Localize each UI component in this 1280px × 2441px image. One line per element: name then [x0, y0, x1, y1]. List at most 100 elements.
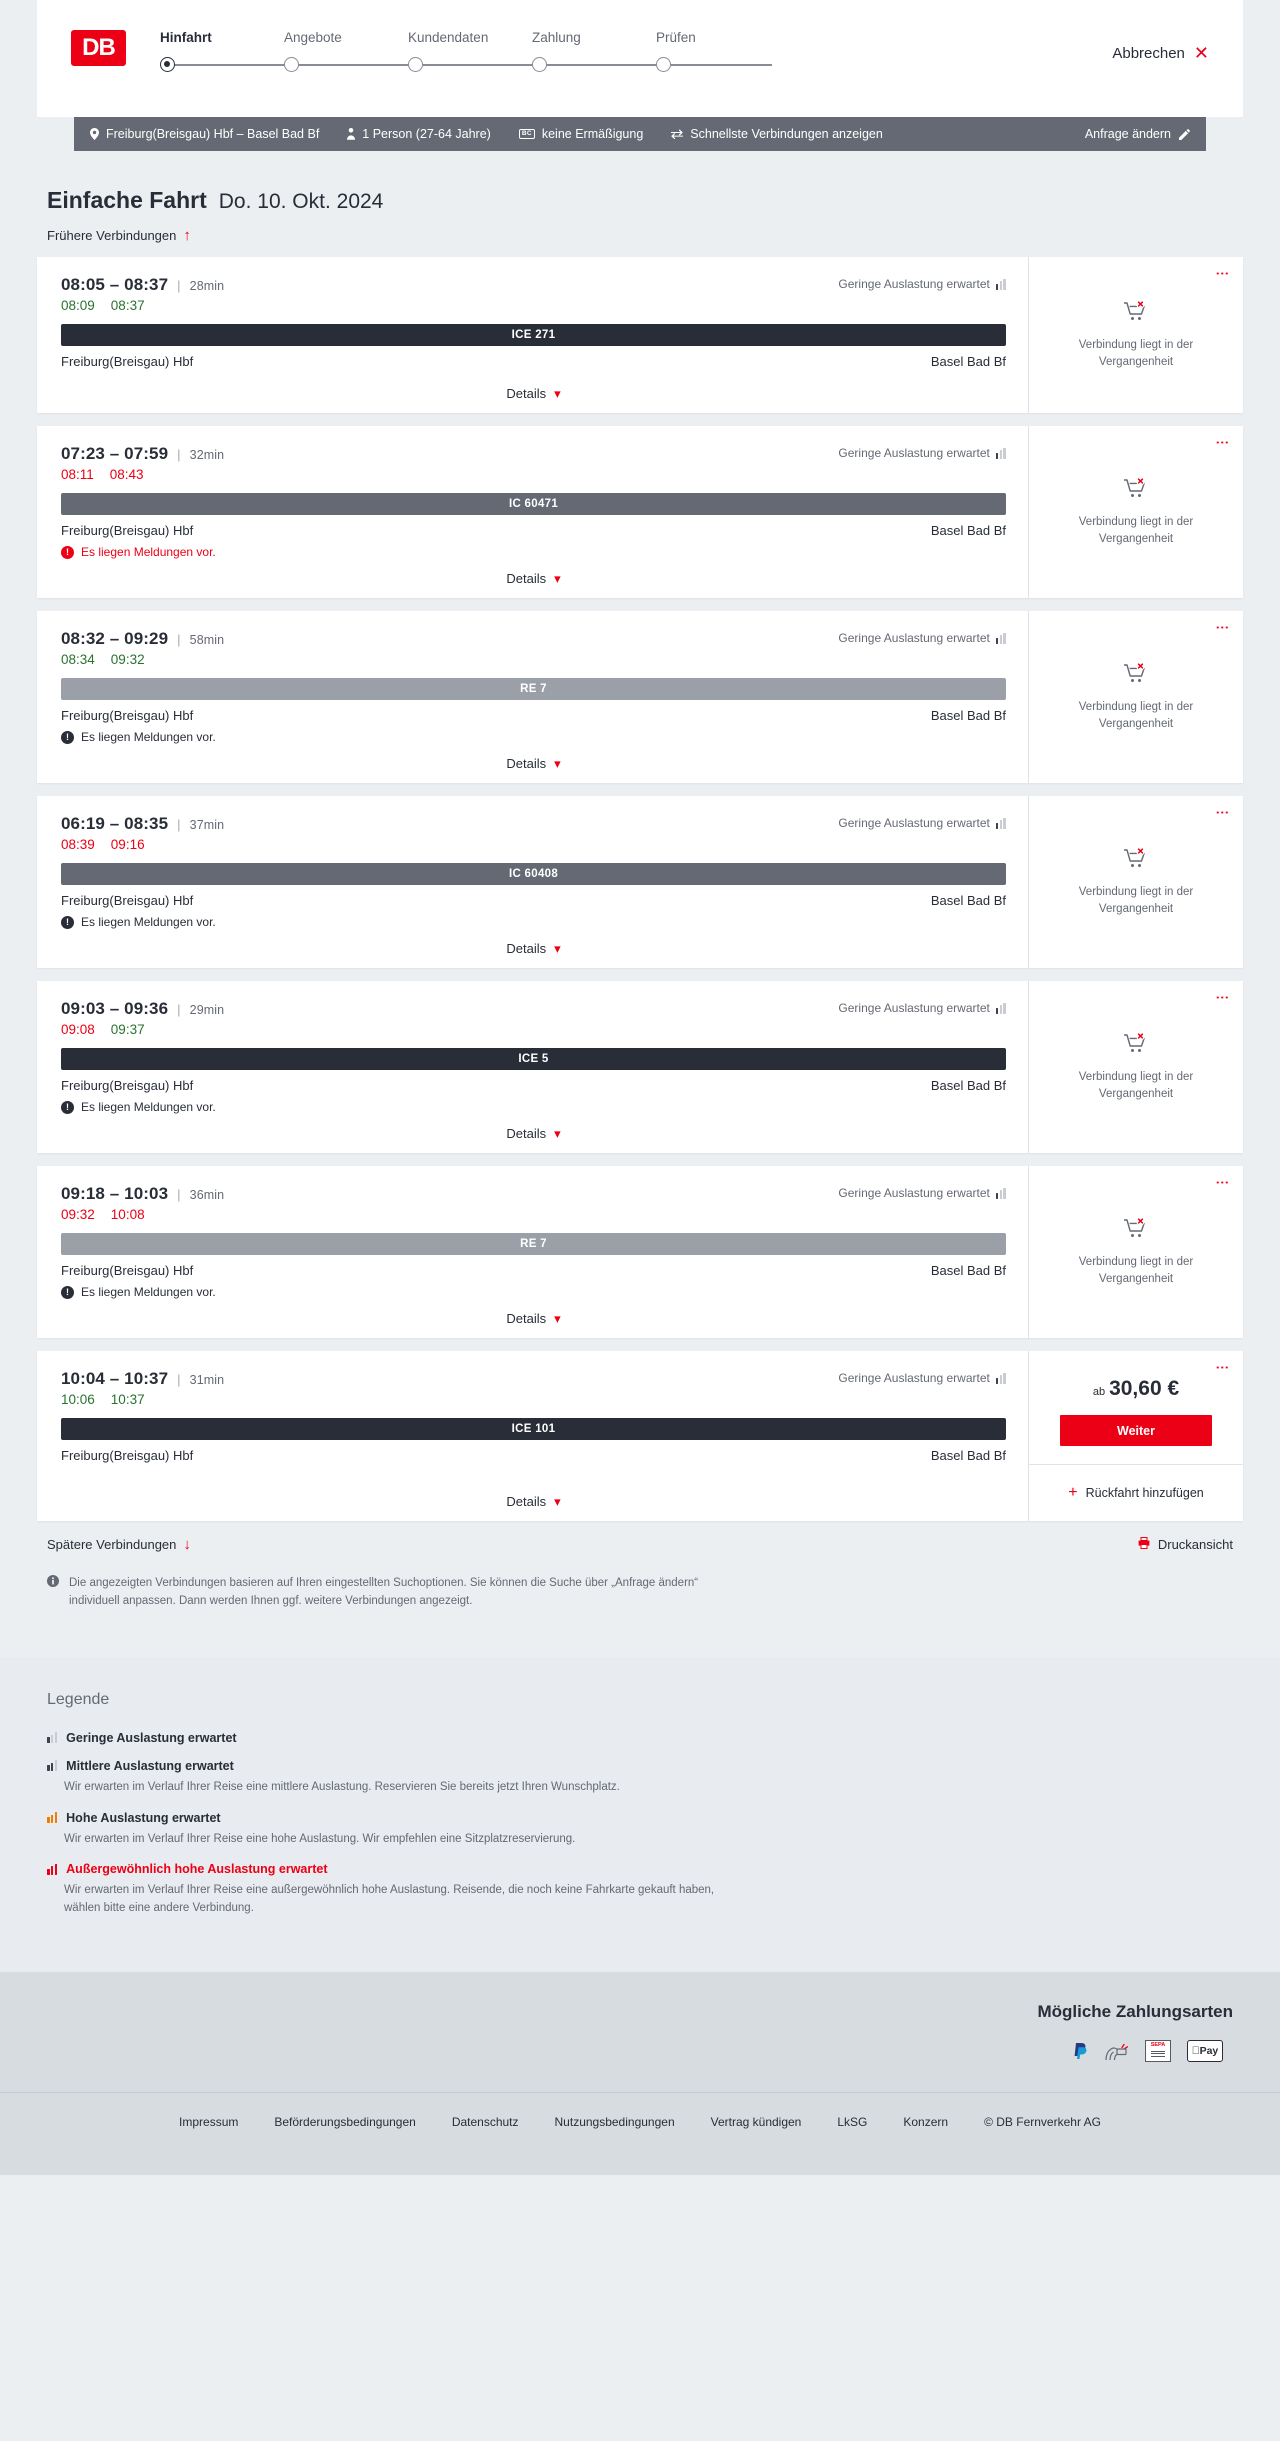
- step-label-angebote[interactable]: Angebote: [284, 30, 342, 45]
- step-dot-kundendaten[interactable]: [408, 57, 423, 72]
- connection-card[interactable]: 08:32 – 09:29 | 58min 08:34 09:32 Geringe Aus…: [37, 611, 1243, 783]
- add-return-trip-label: Rückfahrt hinzufügen: [1085, 1486, 1204, 1500]
- step-label-hinfahrt[interactable]: Hinfahrt: [160, 30, 212, 45]
- connection-card[interactable]: 10:04 – 10:37 | 31min 10:06 10:37 Geringe Aus…: [37, 1351, 1243, 1521]
- cancel-button[interactable]: Abbrechen ✕: [1112, 44, 1209, 62]
- actual-departure-time: 10:06: [61, 1392, 95, 1407]
- connection-message[interactable]: ! Es liegen Meldungen vor.: [61, 730, 1006, 744]
- utilization-bars-icon: [47, 1732, 58, 1744]
- time-separator: |: [177, 632, 181, 647]
- footer-link[interactable]: Beförderungsbedingungen: [274, 2115, 416, 2130]
- connection-card[interactable]: 07:23 – 07:59 | 32min 08:11 08:43 Geringe Aus…: [37, 426, 1243, 598]
- duration-value: 37min: [189, 818, 225, 832]
- utilization-indicator: Geringe Auslastung erwartet: [838, 444, 1006, 460]
- origin-station: Freiburg(Breisgau) Hbf: [61, 893, 194, 908]
- edit-search-button[interactable]: Anfrage ändern: [1085, 127, 1190, 141]
- scheduled-time: 08:05 – 08:37 | 28min: [61, 275, 224, 295]
- scheduled-time-value: 09:03 – 09:36: [61, 999, 169, 1018]
- step-dot-pruefen[interactable]: [656, 57, 671, 72]
- connection-status-panel: ⋮ Verbindung liegt in der Vergangenheit: [1028, 1166, 1243, 1338]
- connection-times: 06:19 – 08:35 | 37min 08:39 09:16: [61, 814, 224, 852]
- legend-item-head: Mittlere Auslastung erwartet: [47, 1759, 1233, 1773]
- legend-item-label: Geringe Auslastung erwartet: [66, 1730, 237, 1745]
- actual-departure-time: 08:39: [61, 837, 95, 852]
- printer-icon: [1138, 1537, 1150, 1552]
- more-options-icon[interactable]: ⋮: [1215, 436, 1230, 449]
- step-dot-zahlung[interactable]: [532, 57, 547, 72]
- details-toggle-label: Details: [506, 1311, 547, 1326]
- more-options-icon[interactable]: ⋮: [1215, 806, 1230, 819]
- train-badge[interactable]: ICE 271: [61, 324, 1006, 346]
- more-options-icon[interactable]: ⋮: [1215, 621, 1230, 634]
- station-row: Freiburg(Breisgau) Hbf Basel Bad Bf: [61, 523, 1006, 538]
- earlier-connections-button[interactable]: Frühere Verbindungen ↑: [37, 214, 201, 253]
- details-toggle-button[interactable]: Details ▾: [506, 571, 560, 586]
- step-dot-angebote[interactable]: [284, 57, 299, 72]
- db-logo: DB: [71, 30, 126, 66]
- summary-sort[interactable]: Schnellste Verbindungen anzeigen: [671, 127, 883, 141]
- summary-discount[interactable]: BC keine Ermäßigung: [518, 127, 643, 141]
- connection-top-row: 08:32 – 09:29 | 58min 08:34 09:32 Geringe Aus…: [61, 629, 1006, 667]
- details-toggle-label: Details: [506, 571, 547, 586]
- connection-top-row: 06:19 – 08:35 | 37min 08:39 09:16 Geringe Aus…: [61, 814, 1006, 852]
- train-badge[interactable]: RE 7: [61, 1233, 1006, 1255]
- connection-times: 10:04 – 10:37 | 31min 10:06 10:37: [61, 1369, 224, 1407]
- more-options-icon[interactable]: ⋮: [1215, 267, 1230, 280]
- connection-message[interactable]: ! Es liegen Meldungen vor.: [61, 545, 1006, 559]
- footer-link[interactable]: Vertrag kündigen: [710, 2115, 802, 2130]
- details-toggle-button[interactable]: Details ▾: [506, 1126, 560, 1141]
- summary-passengers[interactable]: 1 Person (27-64 Jahre): [347, 127, 491, 141]
- utilization-indicator: Geringe Auslastung erwartet: [838, 814, 1006, 830]
- connection-card[interactable]: 09:03 – 09:36 | 29min 09:08 09:37 Geringe Aus…: [37, 981, 1243, 1153]
- actual-departure-time: 08:11: [61, 467, 94, 482]
- train-badge[interactable]: RE 7: [61, 678, 1006, 700]
- train-badge[interactable]: ICE 101: [61, 1418, 1006, 1440]
- connection-times: 09:18 – 10:03 | 36min 09:32 10:08: [61, 1184, 224, 1222]
- details-toggle-button[interactable]: Details ▾: [506, 941, 560, 956]
- utilization-label: Geringe Auslastung erwartet: [838, 631, 990, 645]
- train-badge[interactable]: IC 60408: [61, 863, 1006, 885]
- step-dot-hinfahrt[interactable]: [160, 57, 175, 72]
- more-options-icon[interactable]: ⋮: [1215, 991, 1230, 1004]
- footer-link[interactable]: Impressum: [179, 2115, 239, 2130]
- stepper-labels: Hinfahrt Angebote Kundendaten Zahlung Pr…: [160, 30, 780, 45]
- footer-link[interactable]: Datenschutz: [451, 2115, 519, 2130]
- step-label-kundendaten[interactable]: Kundendaten: [408, 30, 489, 45]
- connection-card[interactable]: 06:19 – 08:35 | 37min 08:39 09:16 Geringe Aus…: [37, 796, 1243, 968]
- later-connections-label: Spätere Verbindungen: [47, 1537, 177, 1552]
- print-view-button[interactable]: Druckansicht: [1138, 1537, 1233, 1552]
- legend-item-label: Außergewöhnlich hohe Auslastung erwartet: [66, 1862, 328, 1877]
- more-options-icon[interactable]: ⋮: [1215, 1176, 1230, 1189]
- destination-station: Basel Bad Bf: [930, 1448, 1006, 1463]
- connection-message[interactable]: ! Es liegen Meldungen vor.: [61, 1285, 1006, 1299]
- train-badge[interactable]: IC 60471: [61, 493, 1006, 515]
- actual-departure-time: 08:09: [61, 298, 95, 313]
- footer-link[interactable]: LkSG: [837, 2115, 868, 2130]
- connection-card[interactable]: 09:18 – 10:03 | 36min 09:32 10:08 Geringe Aus…: [37, 1166, 1243, 1338]
- details-toggle-button[interactable]: Details ▾: [506, 756, 560, 771]
- continue-button[interactable]: Weiter: [1060, 1415, 1212, 1446]
- later-connections-button[interactable]: Spätere Verbindungen ↓: [47, 1537, 191, 1552]
- connection-message[interactable]: ! Es liegen Meldungen vor.: [61, 1100, 1006, 1114]
- summary-route[interactable]: Freiburg(Breisgau) Hbf – Basel Bad Bf: [90, 127, 319, 141]
- legend-item-head: Hohe Auslastung erwartet: [47, 1811, 1233, 1825]
- train-badge[interactable]: ICE 5: [61, 1048, 1006, 1070]
- details-toggle-button[interactable]: Details ▾: [506, 1494, 560, 1509]
- details-toggle-button[interactable]: Details ▾: [506, 386, 560, 401]
- connection-top-row: 08:05 – 08:37 | 28min 08:09 08:37 Geringe Aus…: [61, 275, 1006, 313]
- footer-link[interactable]: Nutzungsbedingungen: [554, 2115, 675, 2130]
- utilization-label: Geringe Auslastung erwartet: [838, 277, 990, 291]
- duration-value: 29min: [189, 1003, 225, 1017]
- connection-card[interactable]: 08:05 – 08:37 | 28min 08:09 08:37 Geringe Aus…: [37, 257, 1243, 413]
- add-return-trip-button[interactable]: + Rückfahrt hinzufügen: [1029, 1465, 1243, 1521]
- details-toggle-button[interactable]: Details ▾: [506, 1311, 560, 1326]
- more-options-icon[interactable]: ⋮: [1215, 1361, 1230, 1374]
- sepa-icon-lines: [1151, 2050, 1165, 2059]
- step-label-zahlung[interactable]: Zahlung: [532, 30, 581, 45]
- step-label-pruefen[interactable]: Prüfen: [656, 30, 696, 45]
- connection-message[interactable]: ! Es liegen Meldungen vor.: [61, 915, 1006, 929]
- footer-link[interactable]: Konzern: [903, 2115, 949, 2130]
- time-separator: |: [177, 1372, 181, 1387]
- utilization-bars-icon: [995, 1002, 1006, 1014]
- price-area: ab 30,60 € Weiter: [1029, 1351, 1243, 1465]
